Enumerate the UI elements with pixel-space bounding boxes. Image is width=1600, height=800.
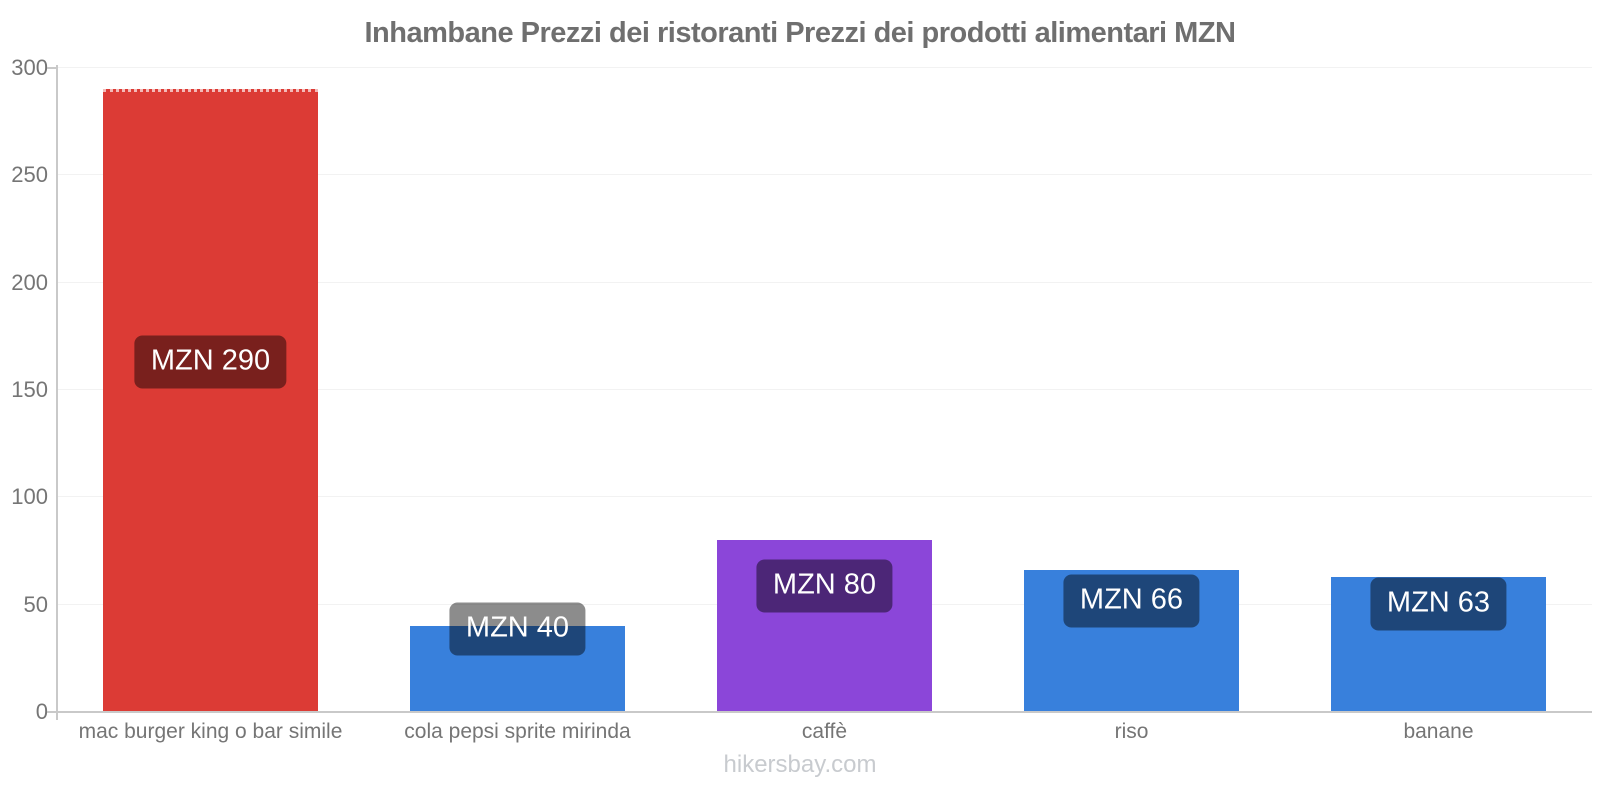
bar-value-label: MZN 290 [134, 335, 287, 389]
gridline [57, 281, 1592, 283]
y-axis-tick-label: 250 [11, 162, 48, 188]
bar[interactable]: MZN 290 [103, 89, 318, 712]
y-axis-tick-mark [47, 711, 57, 713]
y-axis-tick-label: 100 [11, 484, 48, 510]
gridline [57, 67, 1592, 68]
x-axis-category-label: mac burger king o bar simile [78, 720, 343, 743]
bar-value-label: MZN 80 [756, 559, 893, 613]
bar[interactable]: MZN 63 [1331, 576, 1546, 712]
bar-value-label: MZN 63 [1370, 577, 1507, 631]
y-axis-tick-label: 0 [35, 699, 48, 724]
y-axis-tick-label: 150 [11, 377, 48, 402]
bar[interactable]: MZN 40 [410, 602, 625, 712]
y-axis-line [56, 65, 58, 720]
gridline [57, 389, 1592, 390]
y-axis-tick-mark [47, 67, 57, 69]
bar-slot: MZN 40 [364, 68, 671, 712]
chart-title: Inhambane Prezzi dei ristoranti Prezzi d… [364, 17, 1236, 49]
plot-area: MZN 290 MZN 40 MZN 80 MZN 66 MZN 63 [57, 67, 1592, 712]
bar[interactable]: MZN 66 [1024, 570, 1239, 712]
bar-slot: MZN 66 [978, 68, 1285, 712]
x-axis-category-label: riso [1114, 720, 1149, 743]
bar[interactable]: MZN 80 [717, 540, 932, 712]
bar-value-label: MZN 66 [1063, 574, 1200, 628]
gridline [57, 496, 1592, 498]
bar-slot: MZN 63 [1285, 68, 1592, 712]
bar-slot: MZN 290 [57, 68, 364, 712]
y-axis-tick-label: 300 [11, 55, 48, 80]
x-axis-category-label: caffè [801, 720, 848, 743]
x-axis: mac burger king o bar simile cola pepsi s… [57, 718, 1592, 746]
x-axis-category-label: cola pepsi sprite mirinda [404, 720, 631, 743]
bar-slot: MZN 80 [671, 68, 978, 712]
x-axis-baseline [47, 711, 1592, 713]
bar-value-label: MZN 40 [449, 602, 586, 656]
y-axis-tick-label: 50 [23, 591, 48, 617]
x-axis-category-label: banane [1403, 720, 1474, 743]
y-axis-tick-label: 200 [11, 269, 48, 295]
gridline [57, 174, 1592, 176]
y-axis: 0 50 100 150 200 250 300 [0, 0, 48, 800]
watermark: hikersbay.com [723, 751, 877, 778]
